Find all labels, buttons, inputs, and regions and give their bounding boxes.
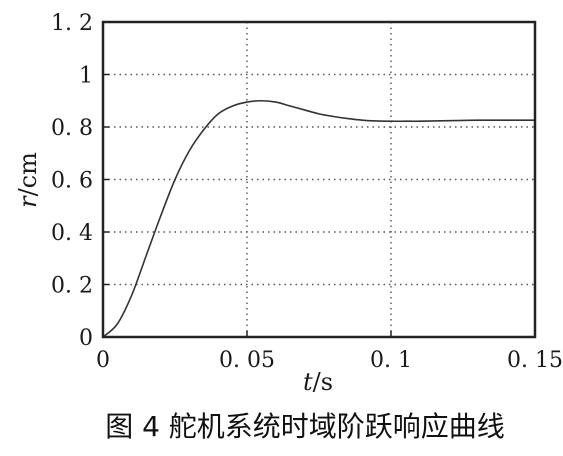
x-axis-variable: t	[303, 368, 313, 396]
y-tick-label: 0	[79, 326, 93, 351]
y-axis-unit: /cm	[14, 152, 42, 197]
x-tick-label: 0. 15	[507, 348, 563, 373]
series-layer	[102, 99, 536, 338]
series-line-0	[102, 99, 536, 338]
grid-layer	[103, 22, 535, 337]
x-tick-label: 0	[96, 348, 110, 373]
y-tick-label: 0. 6	[51, 169, 93, 194]
y-axis-title: r/cm	[14, 152, 42, 208]
y-axis-variable: r	[14, 195, 42, 208]
y-tick-label: 0. 2	[51, 274, 93, 299]
y-tick-label: 0. 4	[51, 221, 93, 246]
y-tick-label: 1	[79, 64, 93, 89]
x-tick-label: 0. 1	[370, 348, 412, 373]
x-axis-title: t/s	[303, 368, 333, 396]
x-axis-unit: /s	[313, 368, 333, 396]
tick-layer: 0 0. 05 0. 1 0. 15 0 0. 2 0. 4 0. 6 0. 8 1 1. 2	[51, 11, 563, 373]
y-tick-label: 1. 2	[51, 11, 93, 36]
x-tick-label: 0. 05	[219, 348, 275, 373]
figure-caption: 图 4 舵机系统时域阶跃响应曲线	[105, 410, 505, 443]
y-tick-label: 0. 8	[51, 116, 93, 141]
